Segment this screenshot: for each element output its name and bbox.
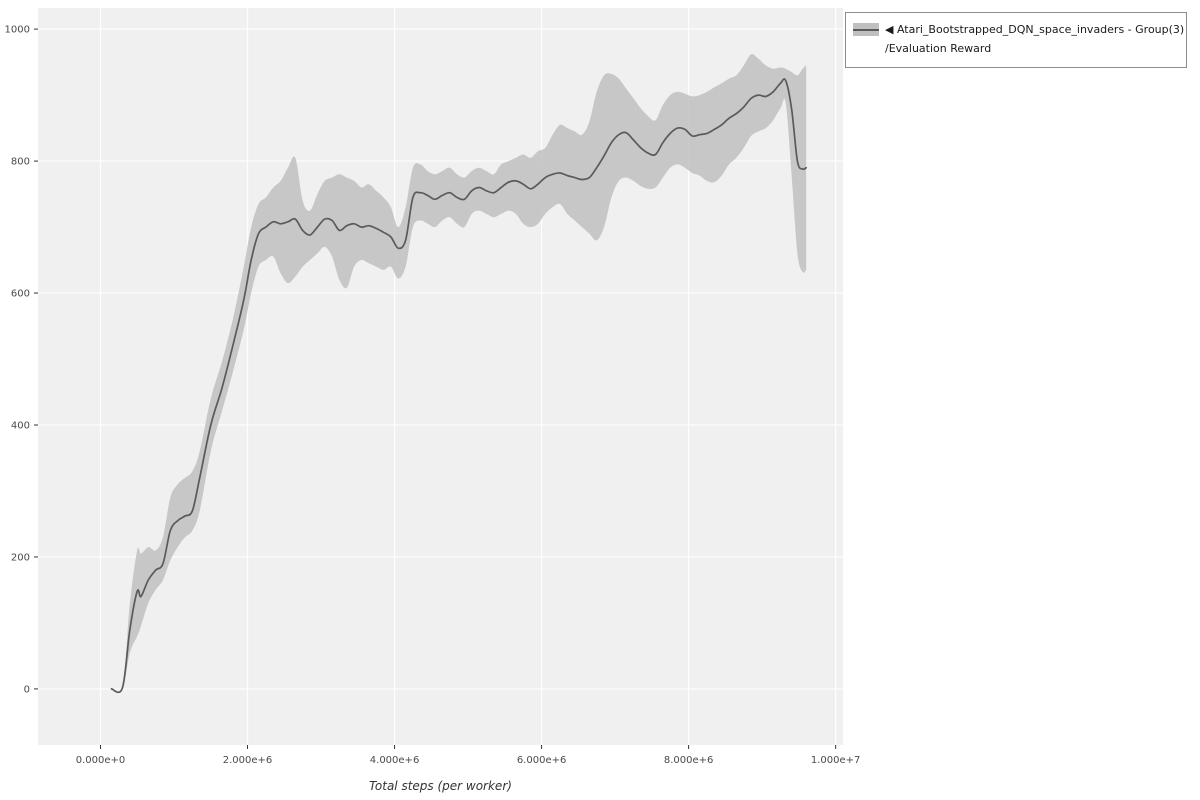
x-tick-label: 6.000e+6 bbox=[517, 755, 567, 766]
legend-band-swatch-icon bbox=[853, 23, 879, 36]
x-tick-label: 4.000e+6 bbox=[370, 755, 420, 766]
x-tick-label: 1.000e+7 bbox=[811, 755, 861, 766]
legend-label: ◀ Atari_Bootstrapped_DQN_space_invaders … bbox=[885, 20, 1184, 59]
x-tick-label: 0.000e+0 bbox=[76, 755, 126, 766]
y-tick-label: 200 bbox=[11, 552, 30, 563]
legend-series-name: Atari_Bootstrapped_DQN_space_invaders - … bbox=[896, 23, 1185, 36]
x-axis-title: Total steps (per worker) bbox=[369, 779, 512, 793]
y-tick-label: 800 bbox=[11, 157, 30, 168]
legend-metric-name: /Evaluation Reward bbox=[885, 42, 992, 56]
legend-entry[interactable]: ◀ Atari_Bootstrapped_DQN_space_invaders … bbox=[853, 20, 1184, 59]
y-tick-label: 1000 bbox=[5, 25, 30, 36]
confidence-band bbox=[111, 54, 807, 693]
mean-line bbox=[110, 78, 808, 694]
x-tick-label: 2.000e+6 bbox=[223, 755, 273, 766]
collapse-triangle-icon[interactable]: ◀ bbox=[885, 23, 894, 36]
x-tick-label: 8.000e+6 bbox=[664, 755, 714, 766]
y-tick-label: 0 bbox=[24, 684, 30, 695]
legend-line-swatch-icon bbox=[853, 28, 879, 31]
y-tick-label: 400 bbox=[11, 420, 30, 431]
legend-box[interactable]: ◀ Atari_Bootstrapped_DQN_space_invaders … bbox=[845, 12, 1187, 68]
y-tick-label: 600 bbox=[11, 289, 30, 300]
